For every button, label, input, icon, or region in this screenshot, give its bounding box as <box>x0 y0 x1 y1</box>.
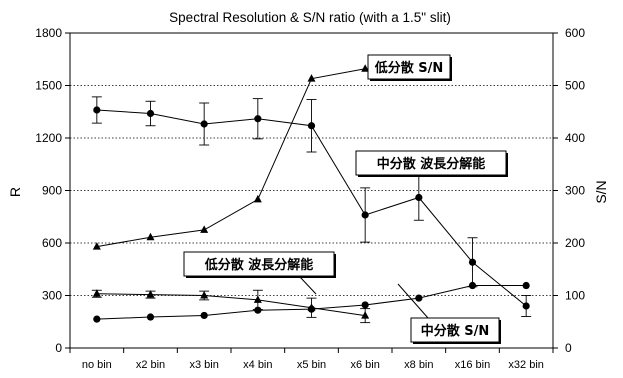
x-tick-label: x5 bin <box>297 359 326 371</box>
y-tick-label: 0 <box>55 341 62 355</box>
x-axis-ticks: no bin x2 bin x3 bin x4 bin x5 bin x6 bin x8 b… <box>70 348 553 371</box>
annotation-text: 低分散 S/N <box>374 60 444 76</box>
y-tick-label: 900 <box>42 184 62 198</box>
x-tick-label: x4 bin <box>243 359 272 371</box>
y-tick-label: 1500 <box>35 79 62 93</box>
left-axis-label: R <box>7 187 23 197</box>
data-point <box>93 106 100 113</box>
data-point <box>254 115 261 122</box>
y-tick-label: 1800 <box>35 26 62 40</box>
data-point <box>201 120 208 127</box>
data-point <box>254 195 262 203</box>
data-point <box>362 301 369 308</box>
series-1 <box>92 97 531 317</box>
annotation-text: 中分散 S/N <box>421 323 490 339</box>
series-layer <box>92 64 531 323</box>
chart-title: Spectral Resolution & S/N ratio (with a … <box>169 10 451 25</box>
data-point <box>523 282 530 289</box>
y2-tick-label: 200 <box>565 236 585 250</box>
data-point <box>147 313 154 320</box>
data-point <box>415 194 422 201</box>
y-tick-label: 300 <box>42 289 62 303</box>
annotation-0: 低分散 S/N <box>368 55 452 81</box>
data-point <box>147 110 154 117</box>
data-point <box>469 259 476 266</box>
data-point <box>254 295 262 303</box>
data-point <box>362 211 369 218</box>
data-point <box>200 291 208 299</box>
data-point <box>254 307 261 314</box>
annotation-3: 中分散 S/N <box>398 284 501 344</box>
y2-tick-label: 600 <box>565 26 585 40</box>
right-axis-ticks: 0 100 200 300 400 500 600 <box>553 26 585 355</box>
left-axis-ticks: 0 300 600 900 1200 1500 1800 <box>35 26 70 355</box>
right-axis-label: S/N <box>593 180 609 203</box>
y2-tick-label: 100 <box>565 289 585 303</box>
annotation-1: 中分散 波長分解能 <box>356 151 508 177</box>
data-point <box>308 306 315 313</box>
series-line <box>97 69 365 247</box>
annotation-2: 低分散 波長分解能 <box>184 252 336 294</box>
y2-tick-label: 400 <box>565 131 585 145</box>
data-point <box>201 312 208 319</box>
x-tick-label: no bin <box>82 359 112 371</box>
x-tick-label: x16 bin <box>455 359 490 371</box>
data-point <box>415 295 422 302</box>
annotation-text: 中分散 波長分解能 <box>377 156 486 172</box>
y2-tick-label: 0 <box>565 341 572 355</box>
y-tick-label: 1200 <box>35 131 62 145</box>
data-point <box>93 316 100 323</box>
data-point <box>523 302 530 309</box>
y-tick-label: 600 <box>42 236 62 250</box>
x-tick-label: x2 bin <box>136 359 165 371</box>
data-point <box>469 282 476 289</box>
x-tick-label: x8 bin <box>404 359 433 371</box>
y2-tick-label: 300 <box>565 184 585 198</box>
series-0 <box>93 64 369 249</box>
x-tick-label: x3 bin <box>189 359 218 371</box>
annotation-text: 低分散 波長分解能 <box>204 257 314 273</box>
annotation-leader <box>398 284 428 318</box>
data-point <box>308 122 315 129</box>
annotation-leader <box>300 277 316 294</box>
data-point <box>200 225 208 233</box>
x-tick-label: x32 bin <box>508 359 543 371</box>
x-tick-label: x6 bin <box>350 359 379 371</box>
y2-tick-label: 500 <box>565 79 585 93</box>
